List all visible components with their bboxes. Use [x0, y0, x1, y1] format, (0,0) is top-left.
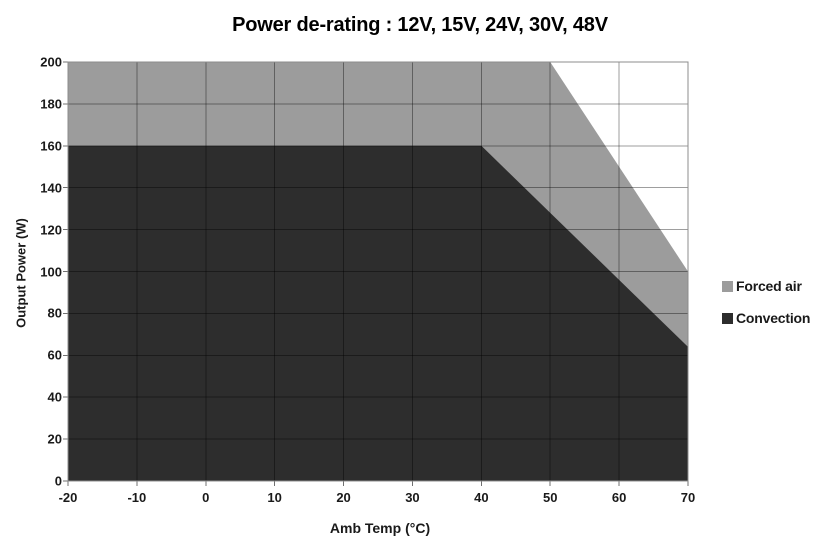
legend: Forced air Convection — [722, 278, 810, 342]
y-tick-label: 60 — [47, 347, 62, 363]
y-tick-label: 0 — [54, 473, 62, 489]
x-tick-label: -10 — [127, 490, 147, 505]
legend-swatch-convection — [722, 312, 733, 324]
x-tick-label: 50 — [542, 490, 558, 505]
y-tick-label: 100 — [40, 264, 62, 279]
legend-item-forced-air: Forced air — [722, 278, 810, 294]
y-tick-label: 40 — [47, 389, 62, 405]
legend-swatch-forced-air — [722, 280, 733, 292]
legend-label-forced-air: Forced air — [736, 278, 802, 294]
x-tick-label: 40 — [474, 490, 489, 505]
x-tick-label: 20 — [336, 490, 351, 505]
x-tick-label: 30 — [405, 490, 420, 505]
x-axis-title: Amb Temp (°C) — [329, 520, 431, 536]
x-tick-label: 60 — [611, 490, 627, 505]
x-tick-label: 70 — [680, 490, 696, 505]
x-tick-label: 0 — [202, 490, 210, 505]
y-axis-tick-labels: 0 20 40 60 80 100 120 140 160 180 200 — [0, 0, 62, 556]
x-tick-label: -20 — [58, 490, 78, 505]
chart-title: Power de-rating : 12V, 15V, 24V, 30V, 48… — [232, 14, 608, 36]
legend-label-convection: Convection — [736, 310, 811, 326]
y-tick-label: 120 — [40, 222, 62, 238]
y-tick-label: 200 — [40, 54, 62, 70]
y-tick-label: 160 — [40, 138, 62, 154]
y-tick-label: 80 — [47, 305, 62, 321]
x-axis-tick-labels: -20 -10 0 10 20 30 40 50 60 70 — [0, 490, 840, 506]
x-tick-label: 10 — [267, 490, 282, 505]
legend-item-convection: Convection — [722, 310, 810, 326]
y-tick-label: 180 — [40, 96, 62, 112]
y-tick-label: 20 — [47, 431, 62, 447]
y-tick-label: 140 — [40, 180, 62, 196]
area-series — [68, 145, 688, 482]
